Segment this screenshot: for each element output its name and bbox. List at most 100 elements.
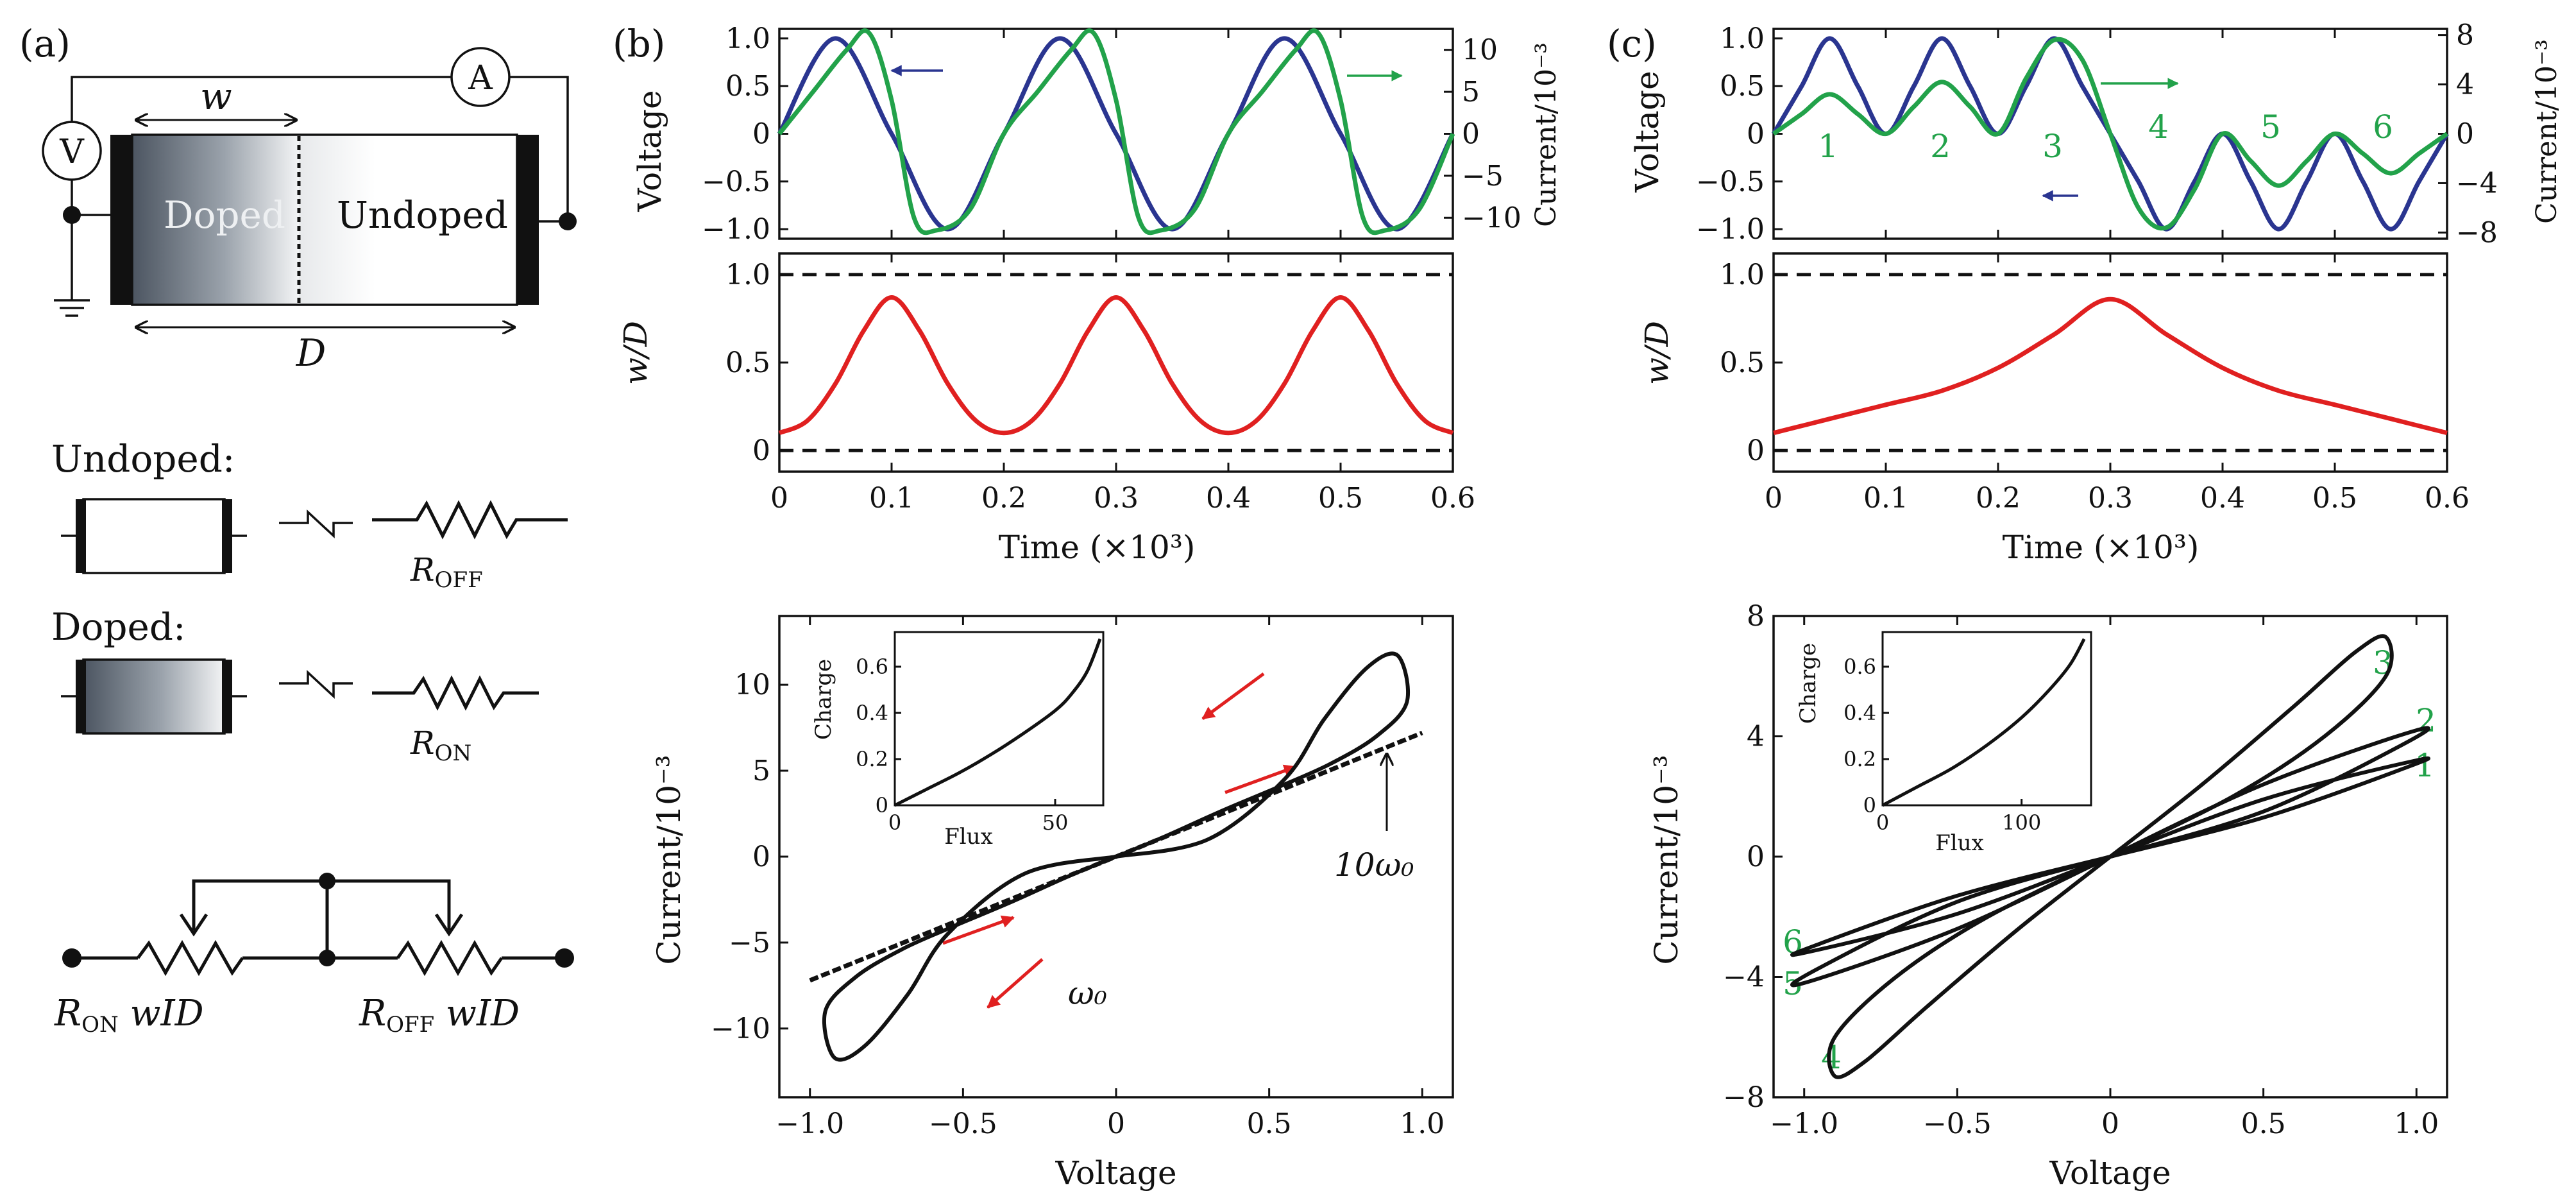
x-tick-label: 0.3 [1094, 482, 1139, 515]
x-tick-label: 0.2 [1976, 482, 2021, 515]
iv-loop-plot-c: Current/10⁻³ Voltage 1 2 3 4 5 6 −1.0 −0.… [1648, 600, 2448, 1192]
y-axis-label: Current/10⁻³ [650, 755, 688, 964]
r-on-label: RON [410, 724, 471, 766]
x-tick-label: 1.0 [2394, 1108, 2439, 1140]
direction-arrow [1201, 672, 1265, 721]
cycle-number-4: 4 [2148, 108, 2169, 146]
x-tick-label: 0 [2101, 1108, 2119, 1140]
ammeter-label: A [468, 59, 493, 98]
y-tick-label: −4 [1723, 961, 1765, 994]
x-tick-label: 0 [1765, 482, 1783, 515]
charge-flux-curve [894, 638, 1102, 807]
x-tick-label: 0.1 [1863, 482, 1908, 515]
ten-omega0-annotation: 10ω₀ [1334, 846, 1414, 884]
series-equivalent: RON wID ROFF wID [54, 873, 574, 1038]
y-tick-label: −10 [711, 1013, 770, 1045]
inset-x-tick-label: 50 [1042, 810, 1069, 835]
right-electrode [517, 135, 539, 305]
inset-y-tick-label: 0.2 [1843, 747, 1876, 771]
y-tick-label: 0.5 [1720, 347, 1765, 379]
panel-a: (a) A V Doped Undoped w [19, 22, 577, 1038]
y-axis-label: Current/10⁻³ [1648, 755, 1685, 964]
state-time-plot-b: w/D Time (×10³) 0 0.1 0.2 0.3 0.4 0.5 0.6 1.0 0.… [617, 252, 1475, 566]
state-line [1773, 296, 2448, 436]
cycle-number-3: 3 [2042, 128, 2063, 165]
x-tick-label: 0.1 [869, 482, 914, 515]
y-tick-right-label: −8 [2456, 216, 2498, 249]
undoped-heading: Undoped: [51, 437, 235, 481]
y-tick-label: −1.0 [702, 213, 770, 246]
current-line [1772, 37, 2449, 231]
x-tick-label: 0 [1107, 1108, 1125, 1140]
state-line [778, 295, 1454, 436]
x-tick-label: 0.5 [1247, 1108, 1292, 1140]
iv-loop-plot-b: Current/10⁻³ Voltage ω₀ 10ω₀ −1.0 −0.5 0 0.… [650, 615, 1454, 1192]
x-tick-label: −1.0 [775, 1108, 844, 1140]
y-tick-label: 0 [1747, 434, 1765, 467]
y-tick-label: 0.5 [725, 347, 770, 379]
y-tick-label: 0 [752, 434, 770, 467]
panel-b: (b) Voltage Current/10⁻³ 1.0 0.5 0 −0.5 −1.0… [613, 22, 1563, 1192]
y-tick-label: 4 [1747, 721, 1765, 753]
y-tick-label: 0 [752, 841, 770, 873]
y-axis-label: Voltage [1629, 71, 1666, 193]
x-tick-label: 1.0 [1400, 1108, 1445, 1140]
r-on-variable-resistor [136, 939, 244, 977]
inset-y-tick-label: 0.6 [1843, 655, 1876, 679]
inset-y-label: Charge [811, 659, 836, 740]
r-on-resistor [372, 675, 539, 711]
ammeter [450, 47, 511, 107]
wiper-link [192, 879, 451, 930]
doped-heading: Doped: [51, 605, 186, 649]
high-frequency-line [809, 730, 1423, 983]
r-on-series-label: RON wID [54, 993, 204, 1038]
width-label: w [200, 74, 232, 118]
charge-flux-inset-b: Charge Flux 0 50 0.6 0.4 0.2 0 [811, 631, 1105, 850]
y-tick-right-label: 0 [1462, 118, 1480, 151]
voltage-current-time-plot-b: Voltage Current/10⁻³ 1.0 0.5 0 −0.5 −1.0 10 5 0… [631, 22, 1563, 246]
voltmeter-label: V [59, 133, 85, 171]
inset-x-tick-label: 0 [888, 810, 901, 835]
inset-y-tick-label: 0.2 [856, 747, 888, 771]
r-off-resistor [372, 500, 568, 540]
plot-frame [1772, 252, 2448, 473]
x-axis-label: Time (×10³) [2003, 529, 2199, 566]
y-tick-right-label: −5 [1462, 160, 1504, 193]
undoped-region [299, 135, 517, 305]
x-tick-label: 0 [770, 482, 788, 515]
y-axis-label: w/D [1638, 321, 1675, 385]
inset-y-tick-label: 0.4 [1843, 701, 1876, 725]
cycle-number-2: 2 [1930, 128, 1951, 165]
inset-x-label: Flux [944, 824, 993, 850]
x-tick-label: 0.6 [1430, 482, 1475, 515]
y-tick-label: 0 [1747, 118, 1765, 151]
y-tick-label: 5 [752, 755, 770, 787]
y-tick-right-label: 5 [1462, 76, 1480, 108]
implies-arrow [279, 509, 353, 539]
inset-y-tick-label: 0 [876, 793, 888, 817]
y-tick-right-label: −4 [2456, 167, 2498, 200]
y-tick-label: 1.0 [725, 259, 770, 291]
cycle-number-5: 5 [2260, 108, 2281, 146]
right-terminal [559, 212, 577, 230]
doped-region [132, 135, 299, 305]
implies-arrow [279, 669, 353, 699]
voltage-line [777, 36, 1455, 232]
y-tick-label: −0.5 [1696, 166, 1765, 198]
plot-frame [778, 252, 1454, 473]
y-axis-label: Voltage [631, 90, 668, 212]
x-tick-label: −0.5 [1923, 1108, 1992, 1140]
y-tick-label: −0.5 [702, 166, 770, 198]
y-tick-label: −8 [1723, 1081, 1765, 1114]
x-axis-label: Voltage [2049, 1154, 2171, 1192]
x-tick-label: 0.5 [2312, 482, 2357, 515]
x-tick-label: 0.2 [981, 482, 1026, 515]
y-tick-label: −5 [729, 927, 770, 959]
direction-arrow [987, 958, 1044, 1009]
top-wire-right [509, 76, 569, 221]
inset-y-tick-label: 0 [1863, 793, 1876, 817]
y-tick-label: 8 [1747, 600, 1765, 633]
y-tick-label: −1.0 [1696, 213, 1765, 246]
inset-frame [894, 631, 1105, 807]
